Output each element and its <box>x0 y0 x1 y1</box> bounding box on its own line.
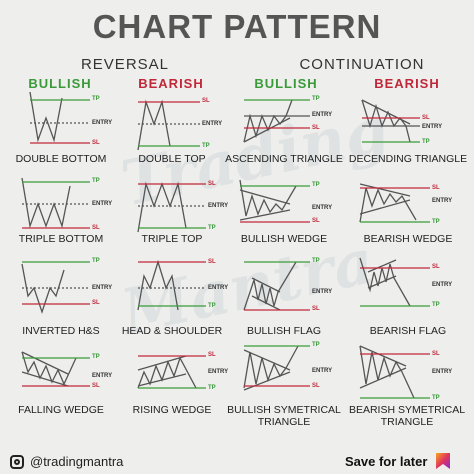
tb-entry-label: ENTRY <box>92 201 113 207</box>
bookmark-icon[interactable] <box>434 452 452 470</box>
dt-sl-label: SL <box>202 98 210 104</box>
brw-tp-label: TP <box>432 219 440 225</box>
caption-bullish-flag: BULLISH FLAG <box>246 325 322 337</box>
db-sl-label: SL <box>92 140 100 146</box>
caption-double-top: DOUBLE TOP <box>138 153 206 165</box>
bullish-symmetrical-triangle-diagram <box>243 345 310 391</box>
brw-sl-label: SL <box>432 185 440 191</box>
bf-entry-label: ENTRY <box>312 289 333 295</box>
section-continuation: CONTINUATION <box>299 56 425 73</box>
page-title: CHART PATTERN <box>92 8 382 45</box>
brw-entry-label: ENTRY <box>432 198 453 204</box>
ascending-triangle-diagram <box>243 99 310 143</box>
rw-entry-label: ENTRY <box>208 369 229 375</box>
hs-entry-label: ENTRY <box>208 285 229 291</box>
ihs-tp-label: TP <box>92 258 100 264</box>
brst-sl-label: SL <box>432 351 440 357</box>
continuation-bearish-heading: BEARISH <box>374 76 440 91</box>
fw-tp-label: TP <box>92 354 100 360</box>
descending-triangle-diagram <box>361 99 420 143</box>
bearish-symmetrical-triangle-diagram <box>359 345 430 399</box>
section-reversal: REVERSAL <box>80 56 170 73</box>
caption-bullish-symmetrical-triangle: BULLISH SYMETRICAL TRIANGLE <box>227 404 341 428</box>
inverted-hs-diagram <box>21 261 90 315</box>
instagram-icon[interactable] <box>10 455 24 469</box>
bw-entry-label: ENTRY <box>312 205 333 211</box>
bst-tp-label: TP <box>312 342 320 348</box>
caption-double-bottom: DOUBLE BOTTOM <box>15 153 107 165</box>
bullish-wedge-diagram <box>239 179 310 223</box>
brf-entry-label: ENTRY <box>432 282 453 288</box>
tb-sl-label: SL <box>92 225 100 231</box>
dt-entry-label: ENTRY <box>202 121 223 127</box>
at-entry-label: ENTRY <box>312 112 333 118</box>
caption-triple-bottom: TRIPLE BOTTOM <box>18 233 104 245</box>
instagram-handle[interactable]: @tradingmantra <box>30 454 124 469</box>
bst-sl-label: SL <box>312 383 320 389</box>
bearish-flag-diagram <box>359 257 430 307</box>
fw-sl-label: SL <box>92 383 100 389</box>
db-tp-label: TP <box>92 96 100 102</box>
caption-bearish-wedge: BEARISH WEDGE <box>363 233 453 245</box>
caption-bullish-wedge: BULLISH WEDGE <box>240 233 328 245</box>
brf-sl-label: SL <box>432 264 440 270</box>
hs-tp-label: TP <box>208 303 216 309</box>
head-shoulder-diagram <box>137 259 206 311</box>
brst-tp-label: TP <box>432 395 440 401</box>
caption-descending-triangle: DECENDING TRIANGLE <box>348 153 468 165</box>
reversal-bearish-heading: BEARISH <box>138 76 204 91</box>
brf-tp-label: TP <box>432 302 440 308</box>
caption-head-shoulder: HEAD & SHOULDER <box>121 325 223 337</box>
ihs-entry-label: ENTRY <box>92 285 113 291</box>
bw-tp-label: TP <box>312 182 320 188</box>
double-top-diagram <box>137 99 200 151</box>
save-for-later-text: Save for later <box>345 454 428 469</box>
at-sl-label: SL <box>312 125 320 131</box>
bullish-flag-diagram <box>243 261 310 311</box>
bst-entry-label: ENTRY <box>312 368 333 374</box>
continuation-bullish-heading: BULLISH <box>254 76 318 91</box>
falling-wedge-diagram <box>21 351 90 387</box>
hs-sl-label: SL <box>208 259 216 265</box>
caption-falling-wedge: FALLING WEDGE <box>18 404 104 416</box>
dst-tp-label: TP <box>422 139 430 145</box>
ihs-sl-label: SL <box>92 300 100 306</box>
fw-entry-label: ENTRY <box>92 373 113 379</box>
bw-sl-label: SL <box>312 218 320 224</box>
bearish-wedge-diagram <box>359 183 430 223</box>
tb-tp-label: TP <box>92 178 100 184</box>
bf-tp-label: TP <box>312 258 320 264</box>
reversal-bullish-heading: BULLISH <box>28 76 92 91</box>
caption-inverted-hs: INVERTED H&S <box>22 325 100 337</box>
rising-wedge-diagram <box>137 355 206 389</box>
tt-sl-label: SL <box>208 181 216 187</box>
caption-bearish-flag: BEARISH FLAG <box>369 325 447 337</box>
tt-entry-label: ENTRY <box>208 203 229 209</box>
db-entry-label: ENTRY <box>92 120 113 126</box>
dst-entry-label: ENTRY <box>422 124 443 130</box>
brst-entry-label: ENTRY <box>432 369 453 375</box>
caption-triple-top: TRIPLE TOP <box>141 233 203 245</box>
instagram-lens-icon <box>14 459 20 465</box>
rw-sl-label: SL <box>208 352 216 358</box>
dst-sl-label: SL <box>422 115 430 121</box>
tt-tp-label: TP <box>208 225 216 231</box>
triple-top-diagram <box>137 181 206 233</box>
rw-tp-label: TP <box>208 385 216 391</box>
bf-sl-label: SL <box>312 306 320 312</box>
caption-bearish-symmetrical-triangle: BEARISH SYMETRICAL TRIANGLE <box>348 404 466 428</box>
triple-bottom-diagram <box>21 177 90 229</box>
at-tp-label: TP <box>312 96 320 102</box>
dt-tp-label: TP <box>202 143 210 149</box>
caption-rising-wedge: RISING WEDGE <box>132 404 212 416</box>
caption-ascending-triangle: ASCENDING TRIANGLE <box>225 153 343 165</box>
double-bottom-diagram <box>29 91 90 144</box>
